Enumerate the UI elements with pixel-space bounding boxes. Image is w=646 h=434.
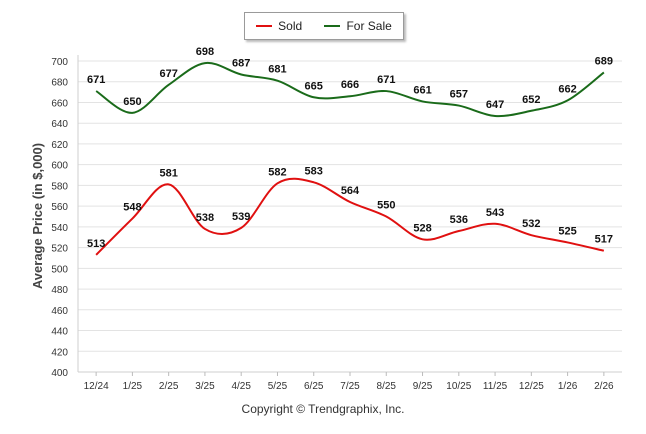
data-label-for-sale: 665 — [305, 80, 323, 92]
data-label-sold: 564 — [341, 185, 360, 197]
copyright-footer: Copyright © Trendgraphix, Inc. — [241, 402, 405, 416]
legend-swatch-for-sale — [324, 25, 341, 27]
x-tick-label: 12/24 — [84, 381, 109, 392]
data-label-sold: 582 — [268, 166, 286, 178]
y-tick-label: 500 — [51, 264, 68, 275]
series-lines — [95, 61, 605, 256]
x-tick-label: 1/26 — [558, 381, 578, 392]
y-tick-label: 640 — [51, 119, 68, 130]
x-tick-label: 9/25 — [413, 381, 433, 392]
data-label-sold: 525 — [558, 225, 576, 237]
data-label-sold: 532 — [522, 218, 540, 230]
y-tick-label: 700 — [51, 57, 68, 68]
legend-label-for-sale: For Sale — [346, 19, 392, 33]
series-line-for-sale — [95, 61, 605, 118]
y-axis-label: Average Price (in $,000) — [30, 143, 45, 289]
data-label-sold: 539 — [232, 211, 250, 223]
y-tick-label: 440 — [51, 327, 68, 338]
data-label-for-sale: 666 — [341, 79, 359, 91]
axes: 400 420 440 460 480 500 520 540 560 580 600 620 640 6… — [51, 55, 622, 392]
data-label-for-sale: 647 — [486, 99, 504, 111]
data-label-for-sale: 689 — [595, 55, 613, 67]
x-tick-label: 10/25 — [446, 381, 471, 392]
y-tick-label: 560 — [51, 202, 68, 213]
data-label-sold: 536 — [450, 214, 468, 226]
data-label-for-sale: 662 — [558, 83, 576, 95]
x-tick-label: 5/25 — [268, 381, 288, 392]
data-label-for-sale: 687 — [232, 57, 250, 69]
x-tick-label: 8/25 — [377, 381, 397, 392]
y-tick-label: 400 — [51, 368, 68, 379]
x-tick-label: 2/26 — [594, 381, 614, 392]
y-tick-label: 680 — [51, 78, 68, 89]
y-tick-label: 580 — [51, 181, 68, 192]
x-tick-label: 4/25 — [231, 381, 251, 392]
y-tick-label: 620 — [51, 140, 68, 151]
y-tick-label: 460 — [51, 306, 68, 317]
data-label-for-sale: 661 — [413, 84, 431, 96]
y-tick-label: 600 — [51, 161, 68, 172]
data-label-for-sale: 671 — [87, 74, 105, 86]
legend-item-for-sale[interactable]: For Sale — [324, 19, 392, 33]
legend-item-sold[interactable]: Sold — [256, 19, 302, 33]
data-label-for-sale: 652 — [522, 94, 540, 106]
data-label-sold: 548 — [123, 202, 141, 214]
y-tick-label: 540 — [51, 223, 68, 234]
y-tick-label: 420 — [51, 347, 68, 358]
data-label-sold: 538 — [196, 212, 214, 224]
series-line-sold — [95, 177, 605, 256]
legend: Sold For Sale — [244, 12, 404, 40]
data-label-sold: 513 — [87, 238, 105, 250]
data-label-sold: 543 — [486, 207, 504, 219]
data-label-for-sale: 650 — [123, 96, 141, 108]
grid-lines — [78, 60, 622, 373]
data-label-sold: 517 — [595, 234, 613, 246]
y-tick-label: 520 — [51, 244, 68, 255]
data-label-sold: 581 — [159, 167, 177, 179]
data-labels: 513 548 581 538 539 582 583 564 550 528 536 543 532 5… — [87, 46, 613, 250]
data-label-for-sale: 677 — [159, 68, 177, 80]
legend-label-sold: Sold — [278, 19, 303, 33]
x-tick-label: 7/25 — [340, 381, 360, 392]
y-tick-label: 660 — [51, 98, 68, 109]
x-tick-label: 3/25 — [195, 381, 215, 392]
data-label-sold: 528 — [413, 222, 431, 234]
data-label-for-sale: 681 — [268, 64, 286, 76]
data-label-for-sale: 657 — [450, 89, 468, 101]
data-label-for-sale: 671 — [377, 74, 395, 86]
legend-swatch-sold — [256, 25, 273, 27]
x-tick-label: 2/25 — [159, 381, 179, 392]
y-tick-label: 480 — [51, 285, 68, 296]
x-tick-label: 1/25 — [123, 381, 143, 392]
data-label-sold: 550 — [377, 200, 395, 212]
data-label-for-sale: 698 — [196, 46, 214, 58]
x-tick-label: 12/25 — [519, 381, 544, 392]
x-tick-label: 6/25 — [304, 381, 324, 392]
data-label-sold: 583 — [305, 165, 323, 177]
x-tick-label: 11/25 — [483, 381, 508, 392]
